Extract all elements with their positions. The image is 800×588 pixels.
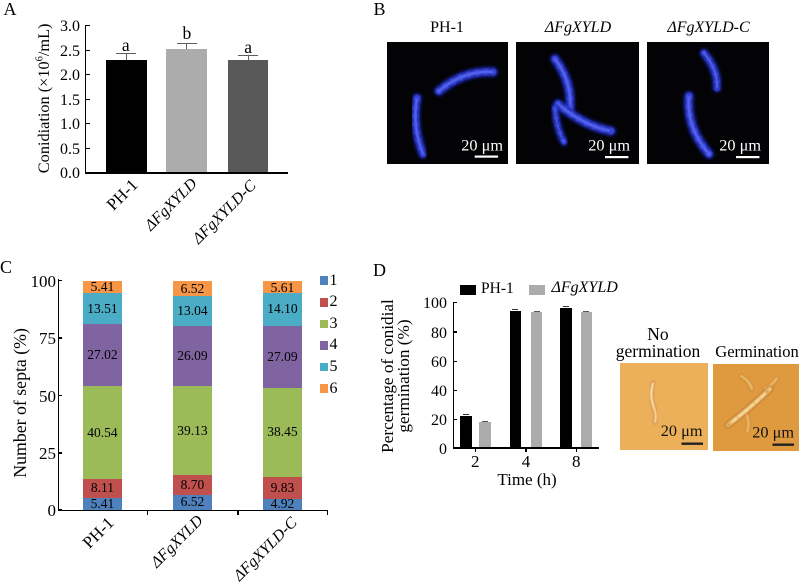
svg-text:20 μm: 20 μm bbox=[588, 136, 630, 155]
svg-text:20 μm: 20 μm bbox=[461, 136, 503, 155]
svg-text:20 μm: 20 μm bbox=[719, 136, 761, 155]
svg-text:20 μm: 20 μm bbox=[752, 422, 794, 441]
svg-text:20 μm: 20 μm bbox=[660, 421, 702, 440]
